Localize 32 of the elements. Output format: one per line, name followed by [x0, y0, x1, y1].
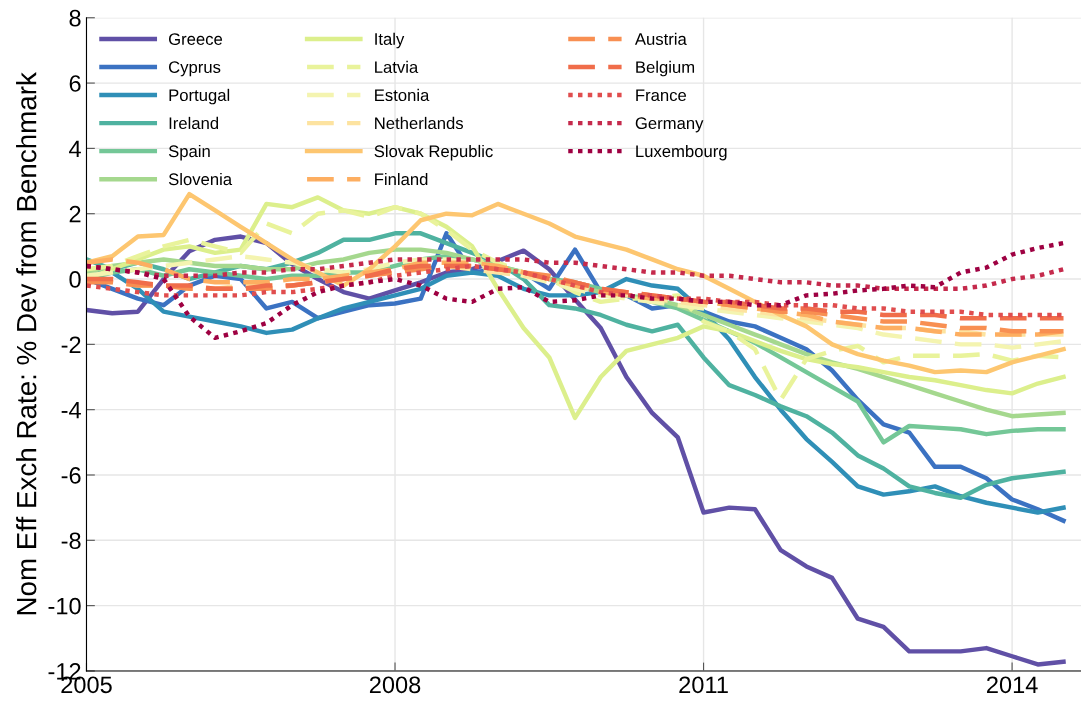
x-tick-label: 2008 [369, 676, 421, 694]
legend-label: Portugal [169, 88, 230, 105]
y-tick-label: 8 [69, 9, 81, 27]
x-tick-label: 2011 [679, 676, 728, 694]
y-tick-label: -4 [61, 401, 81, 419]
legend-label: Slovak Republic [374, 144, 493, 161]
legend-label: Netherlands [375, 116, 464, 130]
y-tick-label: -8 [61, 532, 81, 550]
y-tick-label: 0 [69, 271, 81, 288]
legend-label: Finland [375, 172, 428, 186]
legend-label: Cyprus [168, 61, 221, 77]
y-tick-label: -6 [61, 467, 81, 484]
x-tick-label: 2014 [987, 676, 1038, 694]
legend-label: Estonia [375, 88, 430, 102]
y-axis-title: Nom Eff Exch Rate: % Dev from Benchmark [16, 72, 37, 615]
y-tick-label: 2 [69, 205, 81, 223]
legend-label: Luxembourg [636, 144, 727, 161]
legend-label: Austria [634, 32, 687, 45]
y-tick-label: -2 [61, 336, 81, 353]
legend-label: Belgium [636, 60, 695, 77]
line-series [86, 240, 1066, 341]
y-tick-label: -10 [48, 597, 81, 615]
y-tick-label: 4 [69, 140, 81, 157]
legend-label: Ireland [169, 116, 219, 130]
legend-label: Greece [168, 33, 223, 45]
legend-label: Germany [635, 117, 704, 133]
legend-label: Latvia [375, 60, 419, 74]
legend-label: France [636, 89, 687, 102]
legend-label: Slovenia [168, 172, 233, 186]
y-tick-label: 6 [69, 75, 81, 92]
legend-label: Italy [375, 32, 405, 49]
legend-label: Spain [168, 144, 210, 161]
